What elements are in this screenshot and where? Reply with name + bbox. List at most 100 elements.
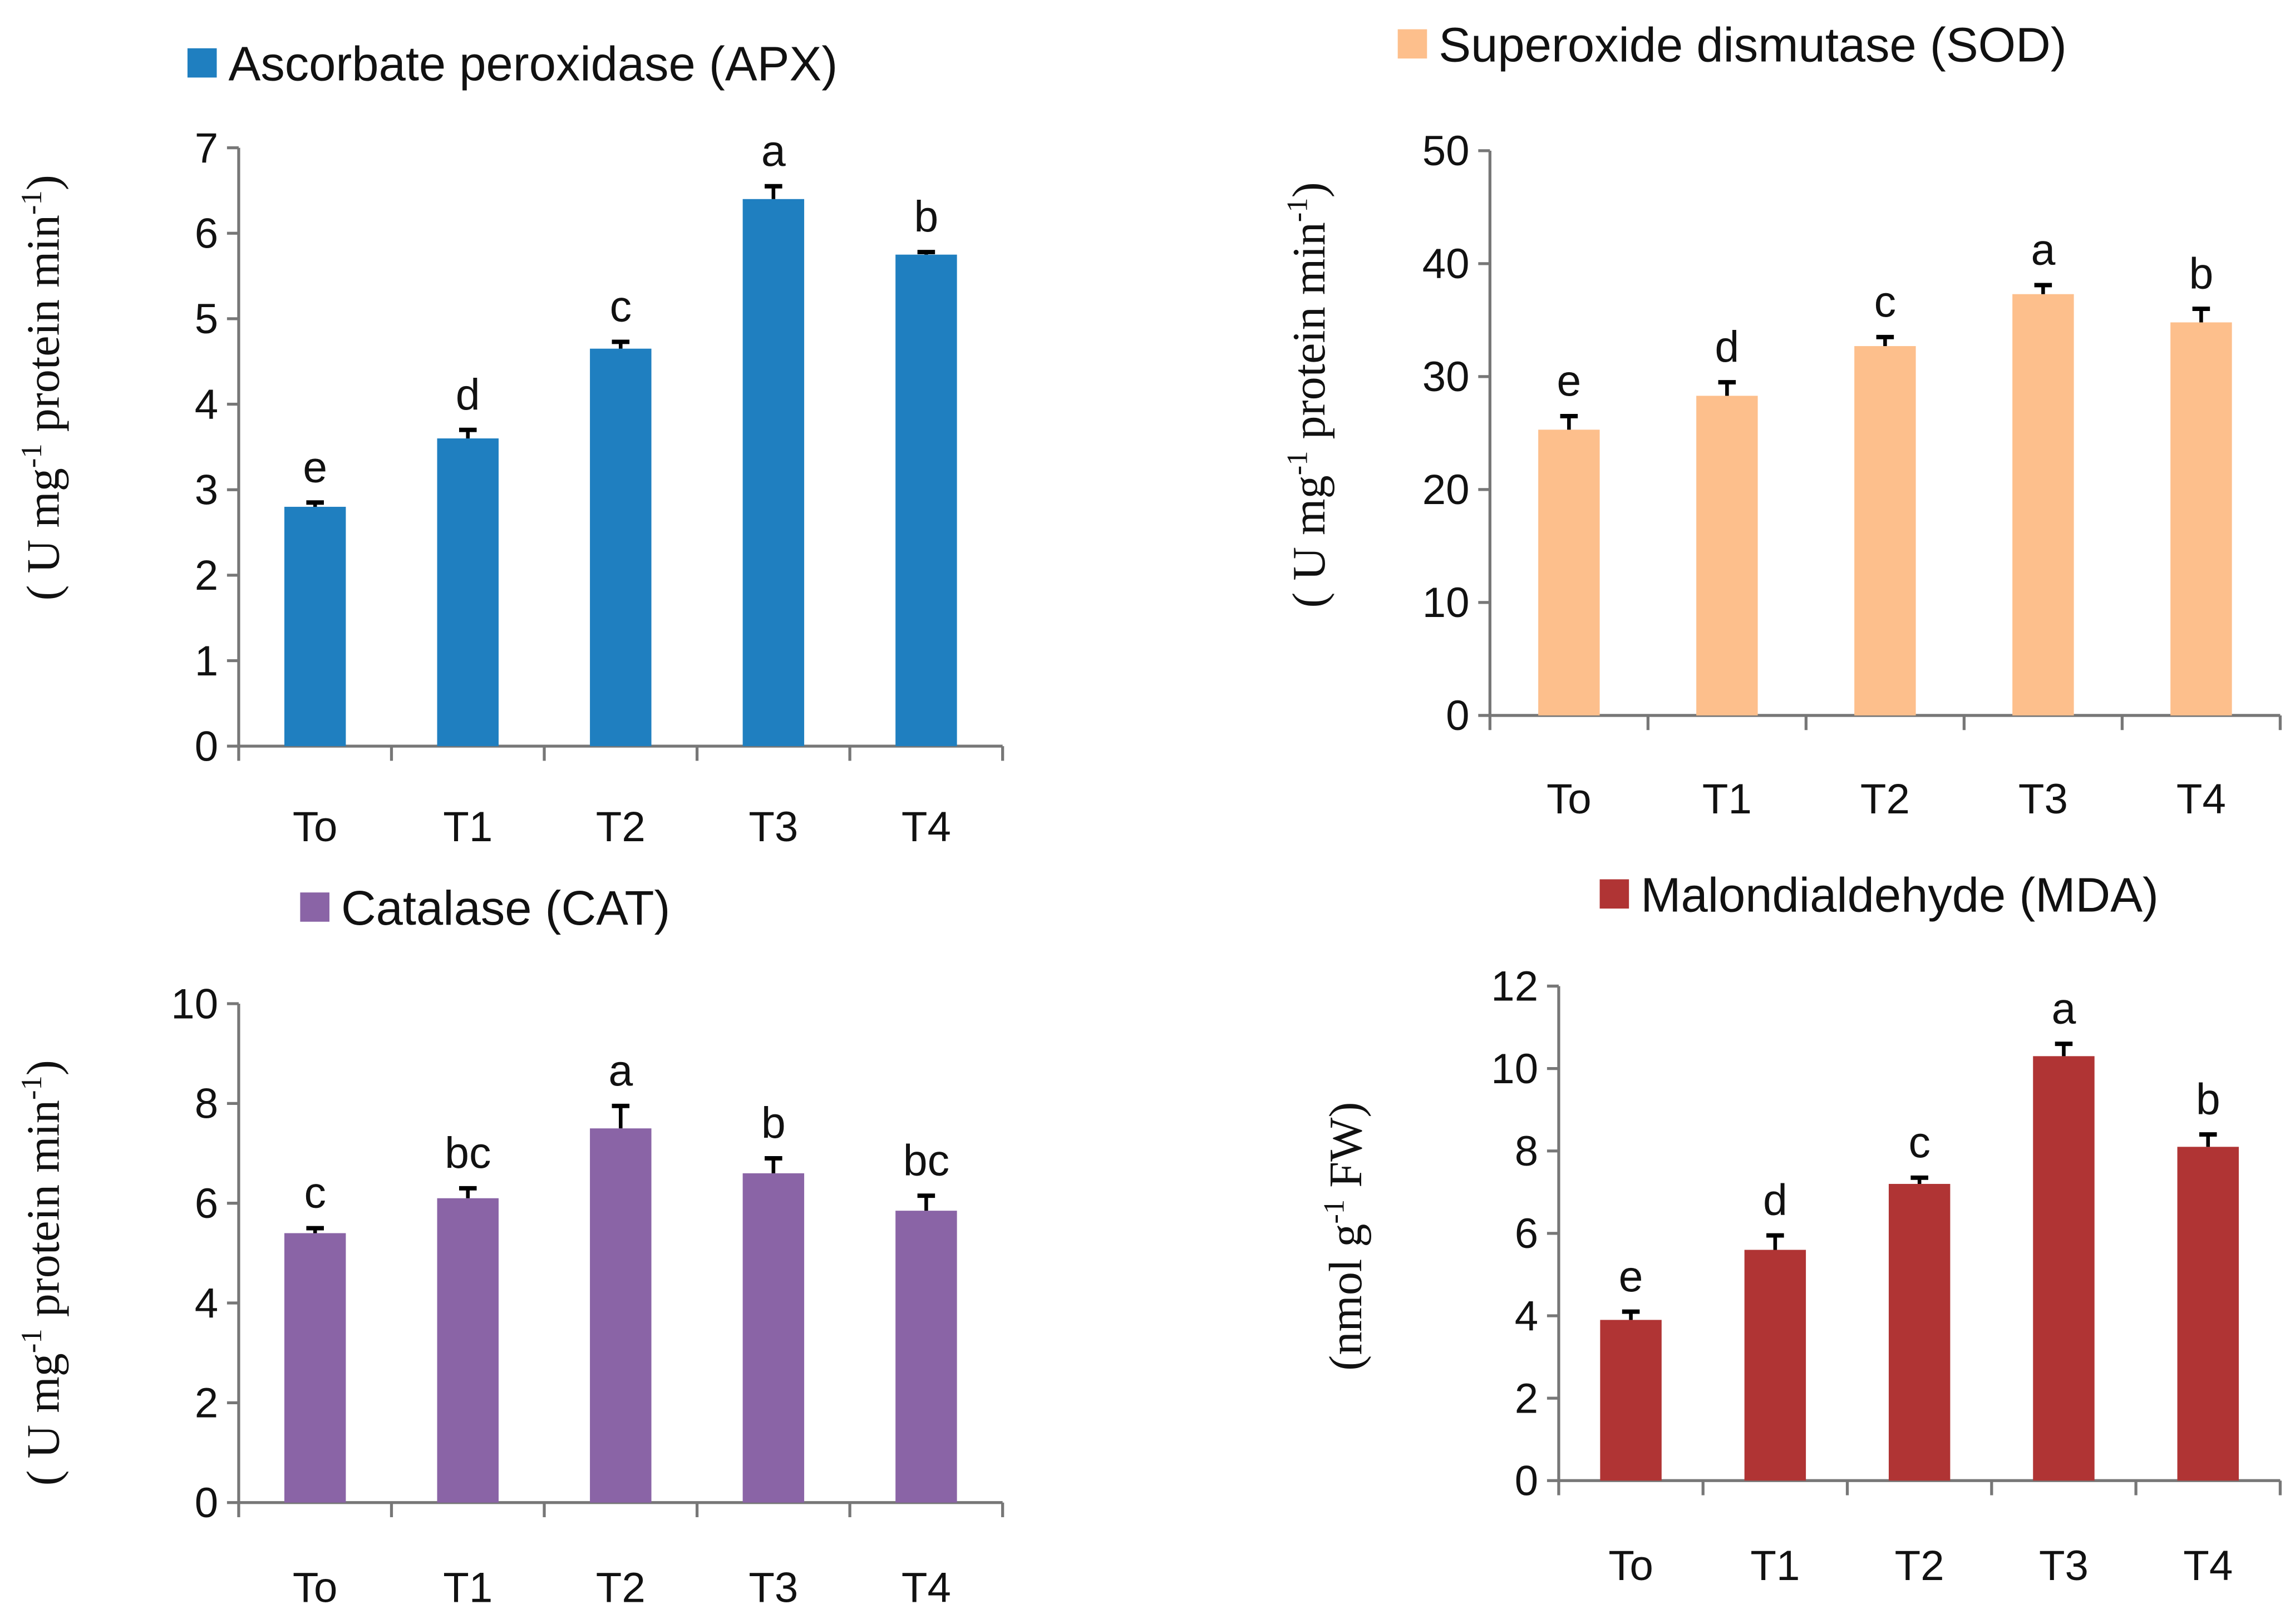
bar-To [1538,430,1600,715]
x-tick-label: To [293,803,338,851]
y-axis-label-superscript: -1 [1282,198,1314,222]
significance-letter: a [2031,225,2055,274]
bar-T2 [590,348,652,747]
y-tick-label: 2 [195,1380,218,1427]
bar-T3 [2012,294,2074,715]
y-tick-label: 2 [195,552,218,599]
bar-T3 [742,1173,805,1503]
bar-To [1600,1320,1662,1481]
y-tick-label: 0 [195,723,218,770]
bar-T2 [590,1128,652,1503]
y-axis-label: ( U mg-1 protein min-1) [16,1060,70,1485]
y-tick-label: 50 [1422,127,1470,175]
y-tick-label: 4 [195,381,218,428]
y-axis-label-part: protein min [17,215,69,443]
y-tick-label: 20 [1422,466,1470,514]
chart-sod: Superoxide dismutase (SOD)( U mg-1 prote… [1282,18,2282,823]
x-tick-label: T1 [443,1564,493,1612]
legend-label: Ascorbate peroxidase (APX) [229,37,838,91]
significance-letter: c [610,282,632,331]
x-tick-label: T2 [596,803,646,851]
legend-swatch [187,48,217,78]
y-tick-label: 0 [1446,692,1469,739]
x-tick-label: To [293,1564,338,1612]
significance-letter: c [304,1168,326,1217]
y-axis-label-superscript: -1 [16,190,48,215]
y-tick-label: 4 [1515,1292,1538,1340]
y-tick-label: 6 [195,210,218,258]
y-tick-label: 6 [1515,1210,1538,1257]
legend-swatch [1397,29,1427,59]
significance-letter: c [1874,277,1896,326]
y-tick-label: 10 [1491,1045,1538,1093]
x-tick-label: T4 [902,1564,951,1612]
significance-letter: b [914,192,938,241]
significance-letter: d [1763,1176,1787,1225]
bar-T3 [742,199,805,747]
bar-T3 [2033,1056,2095,1481]
significance-letter: e [1619,1252,1643,1301]
y-tick-label: 4 [195,1280,218,1327]
significance-letter: b [2189,249,2213,298]
y-tick-label: 3 [195,467,218,514]
legend-swatch [1599,879,1629,909]
y-axis-label-part: protein min [1283,222,1335,451]
y-tick-label: 7 [195,125,218,172]
y-tick-label: 0 [195,1479,218,1527]
y-axis-label-superscript: -1 [16,1329,48,1353]
x-tick-label: T3 [2039,1542,2089,1590]
y-tick-label: 10 [1422,579,1470,626]
y-axis-label-part: protein min [17,1100,69,1329]
significance-letter: d [456,370,480,419]
bar-To [284,506,346,747]
y-tick-label: 1 [195,638,218,685]
bar-T1 [1696,396,1758,715]
y-tick-label: 5 [195,295,218,343]
bar-T4 [895,1211,957,1503]
y-axis-label: ( U mg-1 protein min-1) [16,175,70,600]
bar-To [284,1233,346,1503]
significance-letter: a [608,1046,633,1095]
y-tick-label: 10 [171,980,218,1028]
legend-label: Catalase (CAT) [341,881,670,935]
chart-apx: Ascorbate peroxidase (APX) ( U mg -1 prote… [16,37,1004,851]
x-tick-label: T2 [1860,776,1910,823]
y-axis-label-part: (nmol g [1320,1224,1372,1371]
x-tick-label: T1 [1702,776,1752,823]
x-tick-label: T2 [596,1564,646,1612]
y-axis-label-part: ) [17,1060,69,1075]
significance-letter: e [1557,356,1581,405]
significance-letter: bc [903,1136,949,1184]
significance-letter: e [303,442,327,491]
y-axis-label-superscript: -1 [1282,451,1314,476]
y-axis-label-part: FW) [1320,1102,1372,1200]
significance-letter: c [1908,1118,1930,1167]
x-tick-label: To [1608,1542,1653,1590]
legend-swatch [300,892,329,922]
y-axis-label-superscript: -1 [16,1075,48,1100]
y-axis-label-part: ( U mg [17,1353,69,1485]
legend-label: Malondialdehyde (MDA) [1641,868,2159,922]
bar-T4 [2177,1147,2239,1481]
y-axis-label-part: ( U mg [1283,475,1335,608]
x-tick-label: T2 [1895,1542,1944,1590]
legend-label: Superoxide dismutase (SOD) [1439,18,2066,72]
y-tick-label: 0 [1515,1458,1538,1505]
y-axis-label-part: ( U mg [17,468,69,600]
bar-T4 [895,254,957,747]
y-axis-label-part: ) [1283,182,1335,198]
chart-mda: Malondialdehyde (MDA) (nmol g-1 FW) 0 2 4 6 8 1… [1318,868,2282,1590]
y-axis-label: (nmol g-1 FW) [1318,1102,1372,1371]
bar-T1 [437,438,499,747]
bar-T2 [1888,1183,1951,1481]
chart-cat: Catalase (CAT)( U mg-1 protein min-1)024… [16,881,1004,1612]
significance-letter: b [761,1098,786,1147]
x-tick-label: T3 [748,803,798,851]
bar-T1 [1744,1250,1806,1481]
y-tick-label: 12 [1491,963,1538,1010]
y-tick-label: 8 [1515,1128,1538,1175]
x-tick-label: To [1547,776,1592,823]
y-tick-label: 8 [195,1080,218,1128]
bar-T2 [1854,346,1916,715]
